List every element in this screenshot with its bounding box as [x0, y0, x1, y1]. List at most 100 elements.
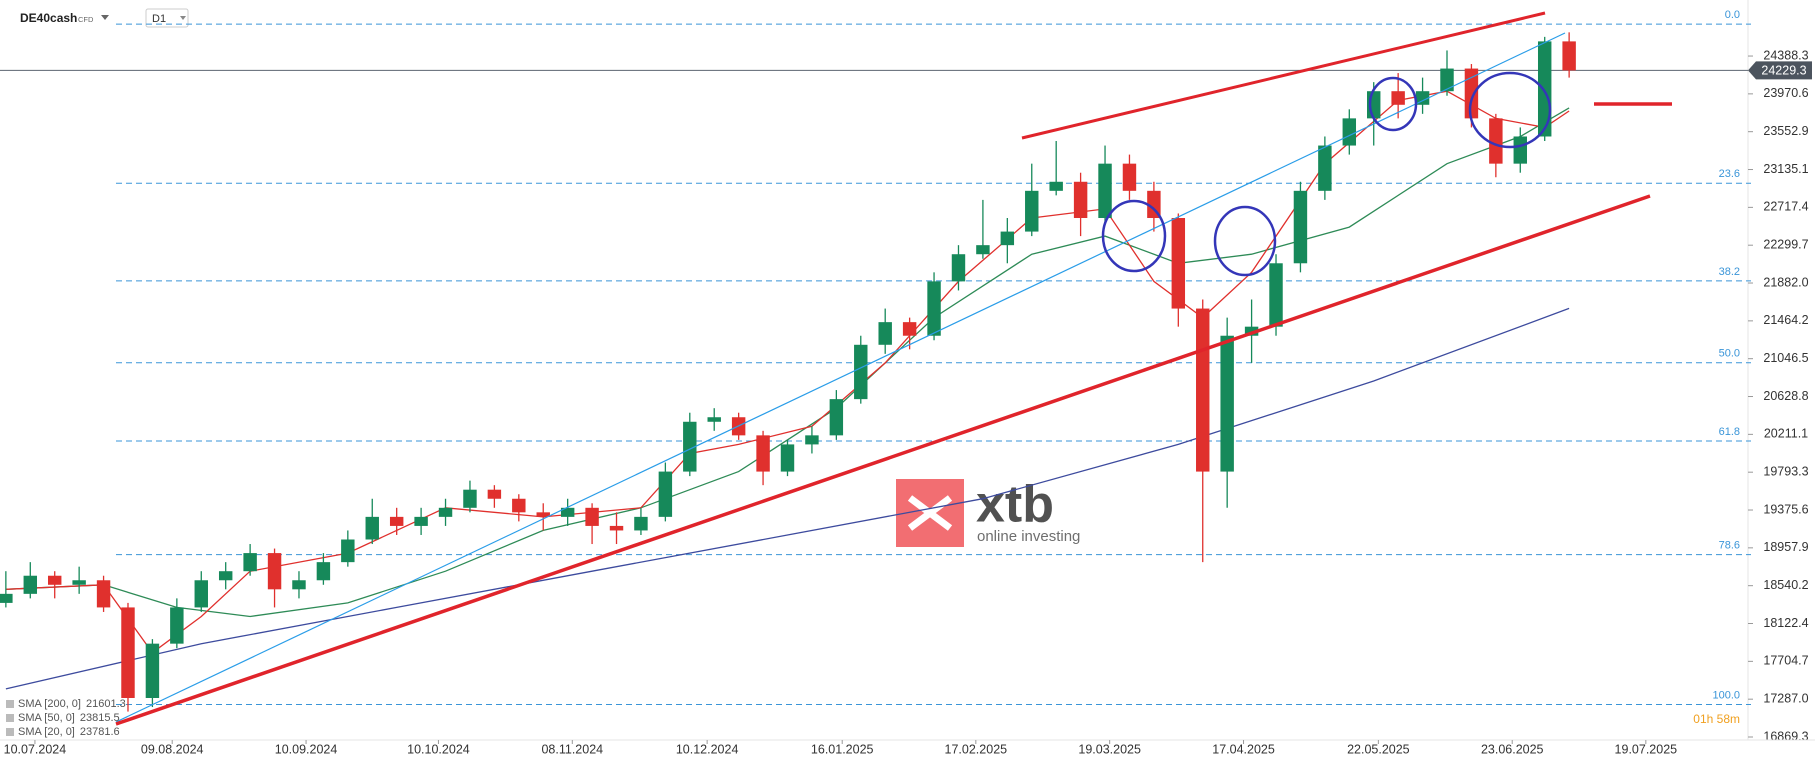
sma-line — [5, 107, 1570, 618]
timeframe-box[interactable] — [145, 8, 189, 28]
y-tick-label: 18122.4 — [1763, 616, 1808, 630]
candle-body — [1073, 181, 1088, 218]
candle-body — [414, 516, 428, 526]
candle-body — [463, 489, 477, 508]
legend-entry: SMA [200, 0] 21601.3 — [18, 698, 126, 710]
candle-body — [1269, 263, 1283, 327]
candle-body — [1489, 118, 1503, 164]
legend-value: 23781.6 — [80, 726, 120, 738]
y-tick-label: 22717.4 — [1763, 200, 1808, 214]
y-tick-label: 17704.7 — [1763, 654, 1808, 668]
x-tick-label: 17.02.2025 — [945, 742, 1008, 756]
circle — [1213, 205, 1277, 277]
y-tick-label: 19375.6 — [1763, 502, 1808, 516]
candle-body — [170, 607, 184, 644]
candle-body — [1391, 91, 1405, 105]
legend-value: 21601.3 — [86, 698, 126, 710]
candle-body — [96, 580, 111, 608]
candle-body — [1171, 217, 1186, 309]
candle-body — [23, 575, 38, 594]
candle-body — [438, 507, 453, 517]
y-tick-label: 23135.1 — [1763, 162, 1808, 176]
candle-body — [1318, 145, 1332, 191]
candle-body — [145, 643, 160, 698]
x-tick-label: 10.09.2024 — [275, 742, 338, 756]
logo: xtb online investing — [896, 476, 1080, 547]
candle-body — [292, 580, 306, 590]
candle-body — [1122, 163, 1137, 191]
candle-body — [1049, 181, 1063, 191]
fib-label: 50.0 — [1719, 348, 1740, 360]
candle-body — [0, 593, 13, 603]
fib-label: 100.0 — [1712, 689, 1740, 701]
candle-body — [121, 607, 135, 698]
x-tick-label: 22.05.2025 — [1347, 742, 1410, 756]
candle-body — [1562, 41, 1576, 71]
drawings — [115, 11, 1672, 726]
channel-lower — [115, 194, 1651, 726]
legend-icon — [6, 700, 14, 708]
x-tick-label: 17.04.2025 — [1212, 742, 1275, 756]
symbol-dropdown[interactable] — [101, 15, 109, 20]
candle-body — [634, 516, 648, 531]
fib-label: 23.6 — [1719, 168, 1740, 180]
candle-body — [1098, 163, 1112, 218]
candle-body — [194, 580, 208, 608]
trend-line-blue — [115, 32, 1566, 723]
legend-entry: SMA [50, 0] 23815.5 — [18, 712, 120, 724]
timeframe-dropdown — [180, 16, 186, 20]
y-tick-label: 19793.3 — [1763, 464, 1808, 478]
candle-body — [1000, 231, 1015, 246]
logo-brand: xtb — [976, 476, 1054, 534]
candle-body — [1244, 326, 1259, 336]
y-tick-label: 20628.8 — [1763, 389, 1808, 403]
x-tick-label: 16.01.2025 — [811, 742, 874, 756]
y-tick-label: 23970.6 — [1763, 86, 1808, 100]
y-tick-label: 18957.9 — [1763, 540, 1808, 554]
x-tick-label: 09.08.2024 — [141, 742, 204, 756]
timeframe[interactable]: D1 — [152, 13, 166, 25]
candle-body — [1464, 68, 1479, 119]
y-tick-label: 20211.1 — [1764, 427, 1808, 441]
candle-body — [218, 571, 233, 581]
candle-body — [878, 322, 892, 345]
candle-body — [316, 562, 331, 581]
candle-body — [365, 516, 379, 540]
candle-body — [829, 399, 844, 436]
sma-line — [5, 307, 1570, 690]
fib-label: 0.0 — [1725, 9, 1740, 21]
fib-label: 38.2 — [1719, 266, 1740, 278]
candle-body — [902, 322, 917, 336]
candle-body — [1415, 91, 1430, 105]
candle-body — [487, 489, 502, 499]
y-tick-label: 21882.0 — [1763, 275, 1808, 289]
legend-name: SMA [50, 0] — [18, 712, 75, 724]
candle-body — [609, 525, 624, 531]
candle-body — [683, 421, 697, 472]
candle-body — [267, 553, 282, 590]
candle-body — [707, 417, 721, 422]
x-tick-label: 19.07.2025 — [1615, 742, 1678, 756]
circle — [1468, 71, 1552, 149]
fib-label: 78.6 — [1719, 540, 1740, 552]
fib-layer: 0.0 23.6 38.2 50.0 61.8 78.6 100.0 — [0, 9, 1751, 706]
candle-body — [927, 281, 941, 336]
instrument-type: CFD — [78, 15, 94, 24]
candle-body — [243, 553, 257, 572]
candle-body — [1293, 190, 1308, 264]
candle-body — [1513, 136, 1527, 164]
x-tick-label: 10.10.2024 — [407, 742, 470, 756]
legend-value: 23815.5 — [80, 712, 120, 724]
candle-body — [1220, 335, 1234, 472]
candle-body — [1440, 68, 1454, 92]
candle-body — [951, 254, 966, 282]
legend-icon — [6, 714, 14, 722]
y-tick-label: 22299.7 — [1763, 237, 1808, 251]
candle-body — [854, 344, 868, 400]
y-tick-label: 21464.2 — [1763, 313, 1808, 327]
price-tag: 24229.3 — [1761, 64, 1806, 78]
logo-tagline: online investing — [977, 528, 1080, 545]
candle-body — [1196, 308, 1210, 472]
